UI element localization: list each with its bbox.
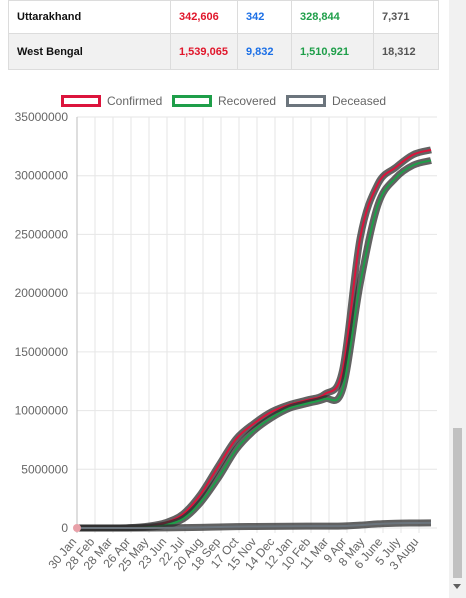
table-row: Uttarakhand 342,606 342 328,844 7,371	[8, 0, 439, 34]
active-cell: 9,832	[237, 33, 292, 70]
y-tick-label: 30000000	[15, 169, 69, 183]
state-cell: West Bengal	[8, 33, 171, 70]
table-row: West Bengal 1,539,065 9,832 1,510,921 18,312	[8, 33, 439, 70]
confirmed-cell: 1,539,065	[170, 33, 238, 70]
y-tick-label: 35000000	[15, 110, 69, 124]
state-table: Uttarakhand 342,606 342 328,844 7,371 West Be…	[8, 0, 439, 70]
y-tick-label: 10000000	[15, 404, 69, 418]
deceased-cell: 18,312	[373, 33, 439, 70]
confirmed-cell: 342,606	[170, 0, 238, 34]
y-tick-label: 0	[61, 521, 68, 535]
vertical-scrollbar[interactable]	[449, 0, 466, 598]
legend-label-deceased: Deceased	[332, 94, 387, 108]
scrollbar-thumb[interactable]	[453, 428, 462, 578]
y-tick-label: 15000000	[15, 345, 69, 359]
legend-item-deceased[interactable]: Deceased	[286, 92, 386, 110]
legend-swatch-recovered	[172, 95, 212, 107]
state-cell: Uttarakhand	[8, 0, 171, 34]
first-point-marker	[73, 524, 81, 532]
cases-line-chart: 0 5000000 10000000 15000000 20000000 25000000…	[15, 110, 437, 574]
y-tick-label: 5000000	[21, 462, 68, 476]
series-line-deceased[interactable]	[77, 521, 432, 530]
legend-label-recovered: Recovered	[218, 94, 277, 108]
deceased-cell: 7,371	[373, 0, 439, 34]
recovered-cell: 328,844	[291, 0, 374, 34]
scroll-down-arrow-icon[interactable]	[453, 584, 461, 589]
legend-item-recovered[interactable]: Recovered	[172, 92, 276, 110]
series-line-recovered-outline	[77, 157, 432, 532]
y-tick-label: 20000000	[15, 286, 69, 300]
chart-legend: Confirmed Recovered Deceased	[0, 92, 449, 110]
legend-swatch-deceased	[286, 95, 326, 107]
legend-swatch-confirmed	[61, 95, 101, 107]
recovered-cell: 1,510,921	[291, 33, 374, 70]
legend-item-confirmed[interactable]: Confirmed	[61, 92, 162, 110]
y-tick-label: 25000000	[15, 227, 69, 241]
legend-label-confirmed: Confirmed	[107, 94, 163, 108]
